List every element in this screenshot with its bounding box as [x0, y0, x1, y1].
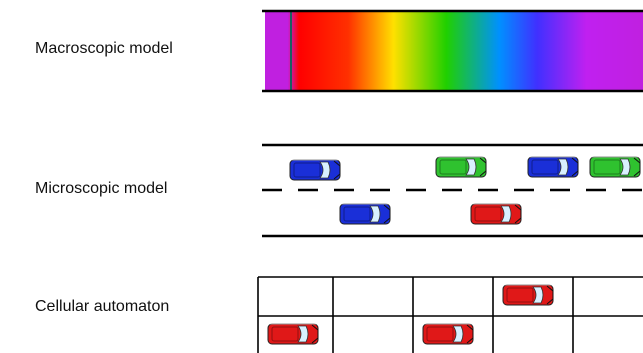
microscopic-road: [262, 143, 643, 238]
car-icon: [502, 284, 554, 306]
macroscopic-density-bar: [262, 9, 643, 93]
cellular-automaton-label: Cellular automaton: [35, 298, 170, 315]
car-icon: [470, 203, 522, 225]
car-icon: [422, 323, 474, 345]
cellular-automaton-cars: [267, 284, 554, 345]
car-icon: [339, 203, 391, 225]
car-icon: [267, 323, 319, 345]
car-icon: [527, 156, 579, 178]
microscopic-cars: [289, 156, 641, 225]
car-icon: [435, 156, 487, 178]
car-icon: [589, 156, 641, 178]
car-icon: [289, 159, 341, 181]
microscopic-model-label: Microscopic model: [35, 180, 168, 197]
cellular-automaton-grid: [257, 276, 643, 353]
density-gradient: [265, 12, 643, 90]
macroscopic-model-label: Macroscopic model: [35, 40, 173, 57]
